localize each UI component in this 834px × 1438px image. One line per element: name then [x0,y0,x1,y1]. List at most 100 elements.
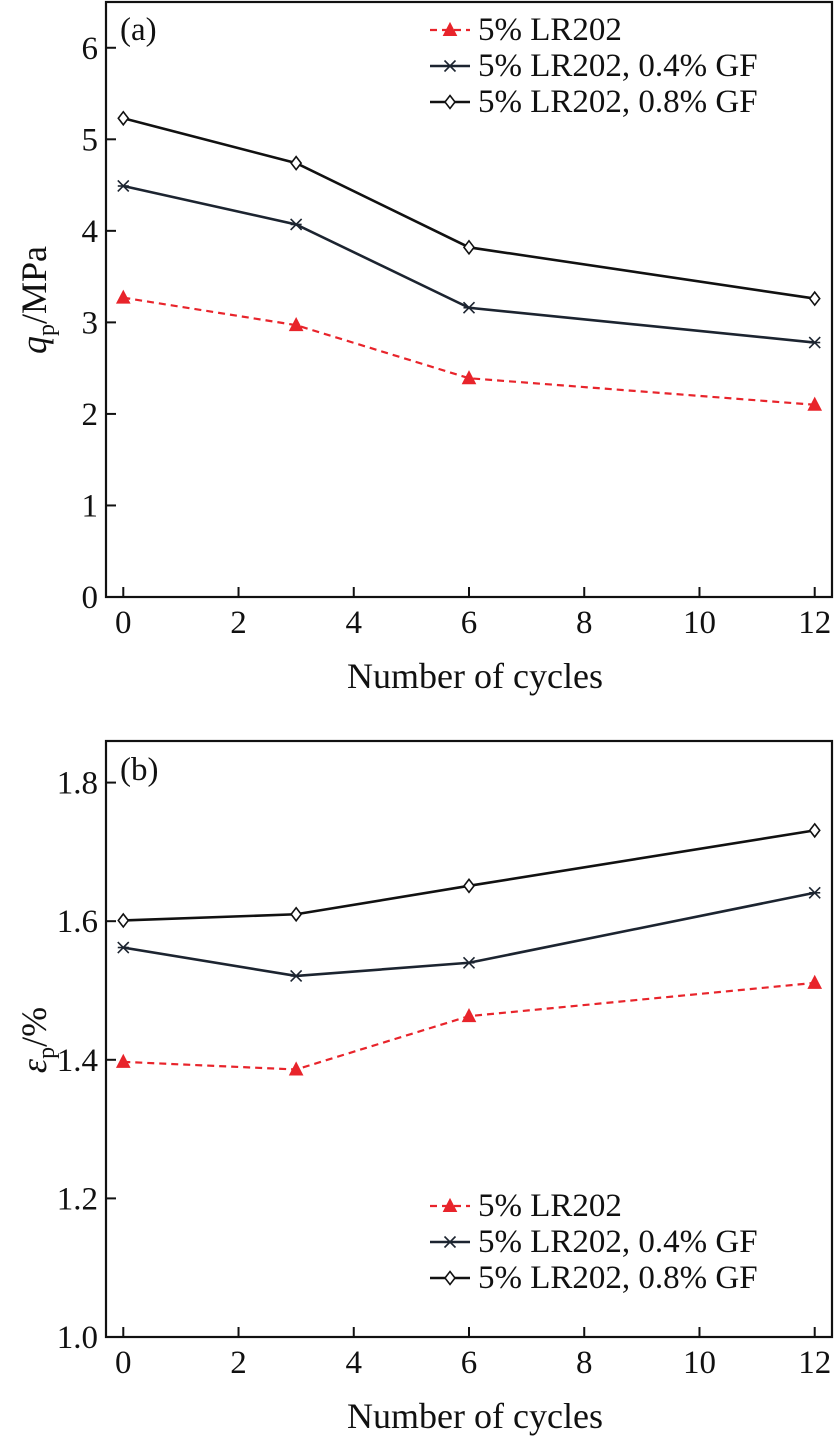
y-axis-title-a: qp/MPa [14,246,60,354]
legend-marker [443,1235,457,1249]
y-tick-label: 2 [82,397,99,433]
x-axis-title-b: Number of cycles [347,1396,603,1436]
y-tick-label: 0 [82,580,99,616]
x-tick-label: 12 [798,605,831,641]
legend-item-b-3: 5% LR202, 0.8% GF [430,1260,758,1296]
x-tick-label: 10 [683,605,716,641]
x-tick-label: 4 [346,1345,363,1381]
y-axis-title-unit-a: /MPa [14,246,54,324]
x-tick-label: 8 [576,605,593,641]
y-tick-label: 4 [82,214,99,250]
y-axis-title-symbol-b: ε [14,1058,54,1073]
series-b-2 [117,886,821,983]
panel-label-a: (a) [120,12,157,48]
y-tick-label: 1.4 [57,1043,98,1079]
legend-label: 5% LR202, 0.4% GF [478,48,758,84]
data-point [808,336,821,349]
data-point [461,370,477,385]
data-point [462,301,476,314]
data-point [117,110,130,127]
legend-item-a-1: 5% LR202 [430,12,622,48]
series-a-1 [115,289,823,411]
legend-label: 5% LR202, 0.4% GF [478,1224,758,1260]
legend-marker [443,1270,457,1286]
series-layer-a [115,110,823,411]
series-a-3 [117,110,821,307]
chart-panel-b: 0 2 4 6 8 10 12 1.0 1.2 1.4 1.6 1.8 (b) Number of … [14,739,834,1436]
legend-item-a-3: 5% LR202, 0.8% GF [430,84,758,120]
series-line-a-2 [123,184,815,344]
x-tick-label: 10 [683,1345,716,1381]
data-point [808,886,821,899]
legend-label: 5% LR202 [478,12,622,48]
data-point [290,155,303,171]
y-axis-title-symbol-a: q [14,336,54,354]
series-b-3 [117,822,821,929]
data-point [117,941,130,954]
y-tick-label: 6 [82,31,99,67]
x-tick-label: 0 [115,605,132,641]
x-tick-label: 2 [230,1345,247,1381]
data-point [807,974,823,989]
x-tick-label: 2 [230,605,247,641]
series-layer-b [115,822,823,1076]
data-point [117,912,130,929]
data-point [115,1053,131,1068]
legend-label: 5% LR202, 0.8% GF [478,1260,758,1296]
x-tick-label: 8 [576,1345,593,1381]
legend-marker [442,1197,458,1212]
legend-marker [443,59,457,73]
y-tick-label: 1.2 [57,1181,98,1217]
panel-label-b: (b) [120,752,158,788]
data-point [462,878,476,894]
x-axis-title-a: Number of cycles [347,656,603,696]
data-point [808,822,821,839]
y-axis-title-b: εp/% [14,1007,60,1073]
y-tick-label: 5 [82,122,99,158]
x-tick-label: 6 [461,1345,478,1381]
x-axis-b: 0 2 4 6 8 10 12 [115,1327,831,1381]
data-point [462,956,476,969]
legend-item-a-2: 5% LR202, 0.4% GF [430,48,758,84]
data-point [290,218,303,231]
legend-item-b-1: 5% LR202 [430,1188,622,1224]
data-point [807,396,823,411]
data-point [462,239,476,256]
y-tick-label: 1 [82,488,99,524]
x-axis-a: 0 2 4 6 8 10 12 [115,587,831,641]
data-point [288,317,304,332]
y-axis-a: 0 1 2 3 4 5 6 [82,31,116,616]
y-tick-label: 3 [82,305,99,341]
data-point [117,179,130,193]
series-b-1 [115,974,823,1076]
data-point [288,1061,304,1076]
series-line-b-3 [123,829,815,922]
legend-label: 5% LR202, 0.8% GF [478,84,758,120]
legend-item-b-2: 5% LR202, 0.4% GF [430,1224,758,1260]
data-point [461,1008,477,1023]
y-axis-title-subscript-b: p [34,1047,60,1059]
series-line-a-1 [123,296,815,406]
legend-marker [442,21,458,36]
legend-label: 5% LR202 [478,1188,622,1224]
x-tick-label: 12 [798,1345,831,1381]
data-point [290,969,303,983]
y-tick-label: 1.8 [57,766,98,802]
data-point [115,289,131,304]
series-a-2 [117,179,821,349]
x-tick-label: 0 [115,1345,132,1381]
y-axis-title-subscript-a: p [34,324,60,336]
y-axis-title-unit-b: /% [14,1007,54,1047]
series-line-a-3 [122,116,815,300]
legend-marker [443,94,457,110]
data-point [808,290,821,307]
y-tick-label: 1.0 [57,1320,98,1356]
x-tick-label: 6 [461,605,478,641]
series-line-b-1 [123,981,815,1071]
data-point [290,906,303,923]
y-tick-label: 1.6 [57,904,98,940]
